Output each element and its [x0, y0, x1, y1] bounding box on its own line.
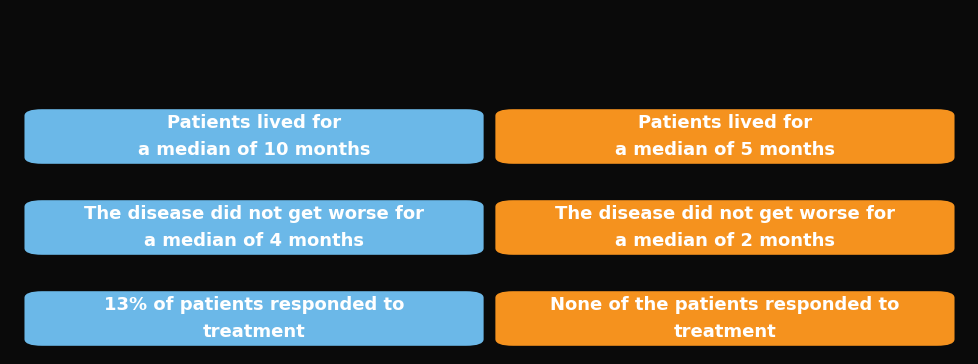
Text: Patients lived for
a median of 10 months: Patients lived for a median of 10 months: [138, 114, 370, 159]
FancyBboxPatch shape: [24, 109, 483, 164]
Text: Patients lived for
a median of 5 months: Patients lived for a median of 5 months: [614, 114, 834, 159]
Text: None of the patients responded to
treatment: None of the patients responded to treatm…: [550, 296, 899, 341]
Text: The disease did not get worse for
a median of 4 months: The disease did not get worse for a medi…: [84, 205, 423, 250]
FancyBboxPatch shape: [24, 200, 483, 255]
FancyBboxPatch shape: [495, 109, 954, 164]
FancyBboxPatch shape: [495, 200, 954, 255]
Text: 13% of patients responded to
treatment: 13% of patients responded to treatment: [104, 296, 404, 341]
FancyBboxPatch shape: [24, 291, 483, 346]
Text: The disease did not get worse for
a median of 2 months: The disease did not get worse for a medi…: [555, 205, 894, 250]
FancyBboxPatch shape: [495, 291, 954, 346]
